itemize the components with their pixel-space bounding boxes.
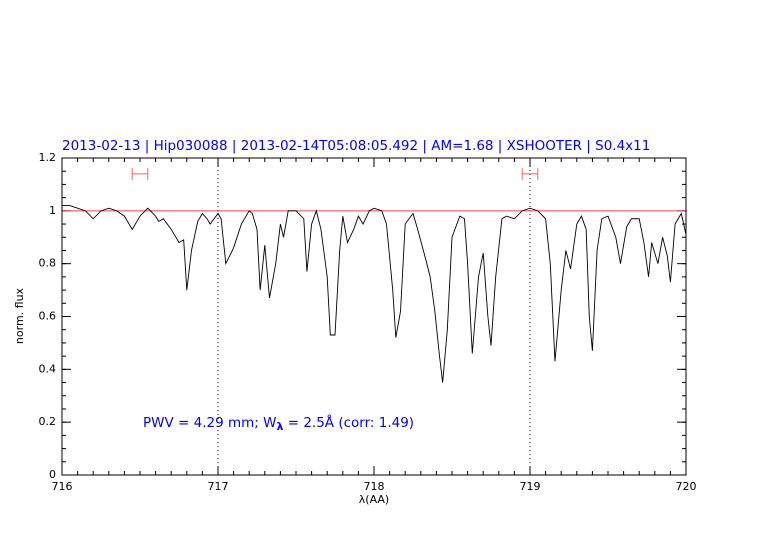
y-tick-label: 0.4 [39,362,57,375]
x-tick-label: 717 [208,480,229,493]
annotation-part: PWV = 4.29 mm; W [143,415,276,431]
annotation-subscript: λ [276,420,283,433]
y-axis-label: norm. flux [13,287,26,344]
chart-title: 2013-02-13 | Hip030088 | 2013-02-14T05:0… [62,138,650,154]
y-tick-label: 1 [49,204,56,217]
y-tick-label: 0.2 [39,415,57,428]
spectrum-line [62,205,687,383]
y-tick-label: 1.2 [39,151,57,164]
x-tick-label: 720 [676,480,697,493]
y-tick-label: 0.6 [39,310,57,323]
annotation-part: = 2.5Å (corr: 1.49) [283,414,414,431]
annotation: PWV = 4.29 mm; Wλ = 2.5Å (corr: 1.49) [143,414,414,433]
x-tick-label: 719 [520,480,541,493]
interval [131,167,149,180]
y-tick-label: 0 [49,468,56,481]
interval [521,167,539,180]
x-tick-label: 718 [364,480,385,493]
plot-frame [61,157,687,476]
y-tick-label: 0.8 [39,257,57,270]
x-axis-label: λ(AA) [359,493,389,506]
x-tick-label: 716 [52,480,73,493]
